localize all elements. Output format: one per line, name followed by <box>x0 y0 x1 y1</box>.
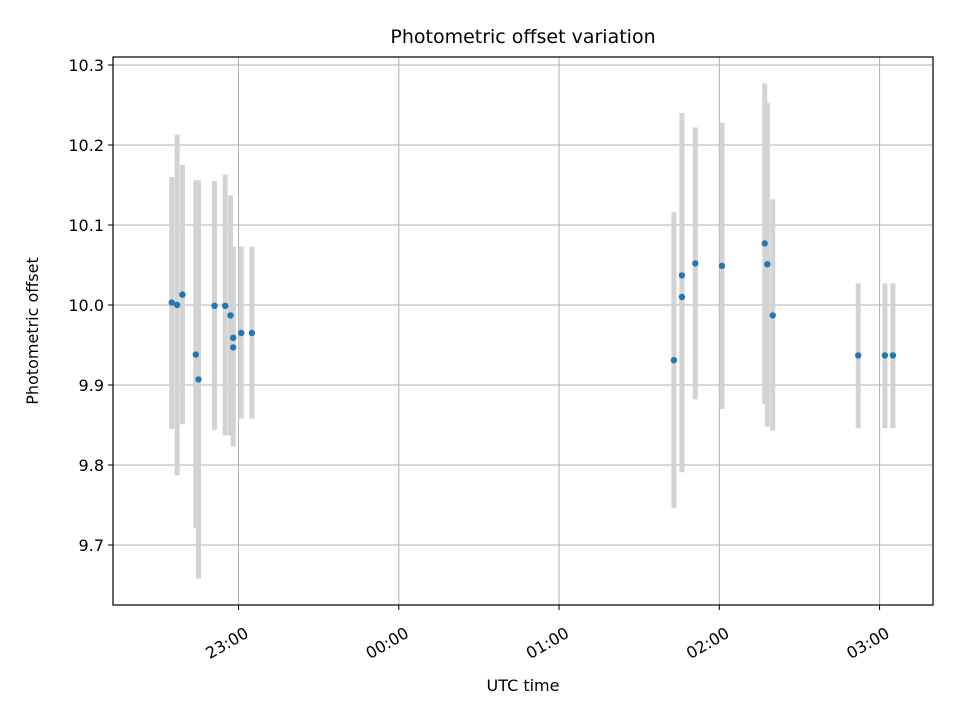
data-point <box>179 291 186 298</box>
data-point <box>221 302 229 309</box>
data-point <box>761 240 768 247</box>
data-point <box>173 301 181 309</box>
y-axis-label: Photometric offset <box>23 257 42 405</box>
grid-lines <box>113 57 933 605</box>
data-point <box>764 261 771 268</box>
data-point <box>769 312 776 319</box>
data-point <box>678 272 686 279</box>
data-point <box>195 376 202 383</box>
x-axis-label: UTC time <box>487 676 560 695</box>
y-tick-label: 9.7 <box>79 536 104 555</box>
y-tick-label: 10.3 <box>68 56 104 75</box>
data-point <box>227 312 234 319</box>
y-tick-label: 10.0 <box>68 296 104 315</box>
data-point <box>192 351 200 358</box>
data-point <box>229 334 237 341</box>
y-tick-label: 10.1 <box>68 216 104 235</box>
data-points <box>168 240 897 383</box>
data-point <box>855 352 862 359</box>
data-point <box>881 352 889 359</box>
y-tick-label: 10.2 <box>68 136 104 155</box>
data-point <box>670 357 678 364</box>
data-point <box>238 329 245 337</box>
data-point <box>248 329 256 337</box>
plot-area-frame <box>112 56 934 606</box>
chart-title: Photometric offset variation <box>390 26 655 48</box>
y-tick-label: 9.8 <box>79 456 104 475</box>
y-tick-label: 9.9 <box>79 376 104 395</box>
data-point <box>211 302 218 309</box>
data-point <box>718 262 726 269</box>
data-point <box>678 293 686 301</box>
data-point <box>229 344 237 351</box>
data-point <box>692 260 699 267</box>
data-point <box>168 299 175 306</box>
data-point <box>889 352 897 359</box>
